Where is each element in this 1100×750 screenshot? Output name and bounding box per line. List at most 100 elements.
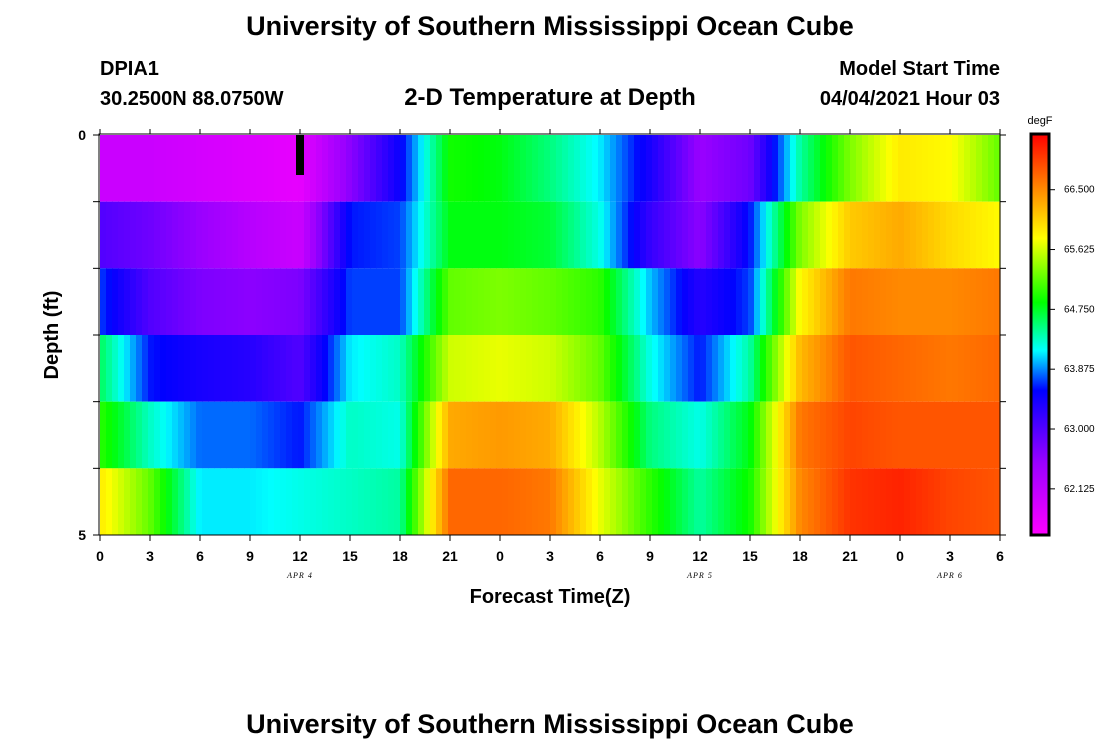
heatmap-cell — [838, 335, 845, 402]
heatmap-cell — [448, 468, 455, 535]
heatmap-cell — [256, 335, 263, 402]
heatmap-cell — [646, 468, 653, 535]
heatmap-cell — [820, 401, 827, 469]
heatmap-cell — [892, 468, 899, 535]
heatmap-cell — [214, 201, 221, 269]
heatmap-cell — [442, 335, 449, 402]
x-tick-label: 6 — [596, 548, 604, 564]
heatmap-cell — [322, 135, 329, 202]
heatmap-cell — [382, 135, 389, 202]
heatmap-cell — [910, 401, 917, 469]
heatmap-cell — [400, 135, 407, 202]
heatmap-cell — [406, 268, 413, 335]
heatmap-cell — [934, 268, 941, 335]
heatmap-cell — [754, 268, 761, 335]
heatmap-cell — [100, 268, 107, 335]
heatmap-cell — [262, 401, 269, 469]
heatmap-cell — [592, 401, 599, 469]
heatmap-cell — [142, 335, 149, 402]
heatmap-cell — [514, 468, 521, 535]
heatmap-cell — [292, 468, 299, 535]
heatmap-cell — [724, 401, 731, 469]
heatmap-cell — [820, 335, 827, 402]
heatmap-cell — [772, 201, 779, 269]
heatmap-cell — [688, 201, 695, 269]
heatmap-cell — [268, 335, 275, 402]
heatmap-cell — [982, 468, 989, 535]
date-label: APR 5 — [686, 571, 713, 580]
heatmap-cell — [796, 201, 803, 269]
x-tick-label: 18 — [392, 548, 408, 564]
heatmap-cell — [802, 468, 809, 535]
heatmap-cell — [130, 468, 137, 535]
heatmap-cell — [334, 135, 341, 202]
date-label: APR 6 — [936, 571, 963, 580]
heatmap-cell — [202, 468, 209, 535]
heatmap-cell — [292, 401, 299, 469]
heatmap-cell — [622, 135, 629, 202]
heatmap-cell — [886, 201, 893, 269]
heatmap-cell — [190, 135, 197, 202]
heatmap-cell — [484, 135, 491, 202]
heatmap-cell — [796, 268, 803, 335]
heatmap-cell — [652, 401, 659, 469]
heatmap-cell — [952, 201, 959, 269]
heatmap-cell — [694, 468, 701, 535]
heatmap-cell — [154, 401, 161, 469]
heatmap-cell — [988, 135, 995, 202]
heatmap-cell — [934, 335, 941, 402]
heatmap-cell — [652, 201, 659, 269]
heatmap-cell — [766, 468, 773, 535]
figure-title: University of Southern Mississippi Ocean… — [246, 11, 854, 41]
heatmap-cell — [514, 401, 521, 469]
heatmap-cell — [808, 401, 815, 469]
heatmap-cell — [634, 401, 641, 469]
heatmap-cell — [430, 335, 437, 402]
heatmap-cell — [190, 401, 197, 469]
heatmap-cell — [166, 401, 173, 469]
heatmap-cell — [856, 401, 863, 469]
heatmap-cell — [454, 201, 461, 269]
heatmap-cell — [166, 268, 173, 335]
heatmap-cell — [148, 135, 155, 202]
heatmap-cell — [304, 335, 311, 402]
heatmap-cell — [574, 401, 581, 469]
heatmap-cell — [442, 401, 449, 469]
station-location: 30.2500N 88.0750W — [100, 88, 284, 110]
heatmap-cell — [472, 335, 479, 402]
heatmap-cell — [952, 135, 959, 202]
heatmap-cell — [112, 468, 119, 535]
heatmap-cell — [982, 135, 989, 202]
heatmap-cell — [952, 401, 959, 469]
heatmap-cell — [598, 468, 605, 535]
heatmap-cell — [934, 201, 941, 269]
heatmap-cell — [778, 268, 785, 335]
heatmap-cell — [466, 135, 473, 202]
heatmap-cell — [286, 268, 293, 335]
heatmap-cell — [106, 468, 113, 535]
heatmap-cell — [388, 201, 395, 269]
heatmap-cell — [346, 335, 353, 402]
heatmap-cell — [184, 268, 191, 335]
heatmap-cell — [424, 401, 431, 469]
heatmap-cell — [874, 401, 881, 469]
heatmap-cell — [844, 401, 851, 469]
heatmap-cell — [616, 335, 623, 402]
heatmap-cell — [202, 335, 209, 402]
heatmap-cell — [616, 135, 623, 202]
heatmap-cell — [784, 401, 791, 469]
heatmap-cell — [208, 401, 215, 469]
heatmap-cell — [184, 135, 191, 202]
heatmap-cell — [244, 135, 251, 202]
heatmap-cell — [832, 201, 839, 269]
x-tick-label: 0 — [96, 548, 104, 564]
heatmap-cell — [598, 201, 605, 269]
heatmap-cell — [994, 468, 1001, 535]
heatmap-cell — [412, 201, 419, 269]
heatmap-cell — [628, 401, 635, 469]
heatmap-cell — [970, 135, 977, 202]
heatmap-cell — [964, 135, 971, 202]
heatmap-cell — [742, 335, 749, 402]
heatmap-cell — [712, 401, 719, 469]
heatmap-cell — [796, 135, 803, 202]
